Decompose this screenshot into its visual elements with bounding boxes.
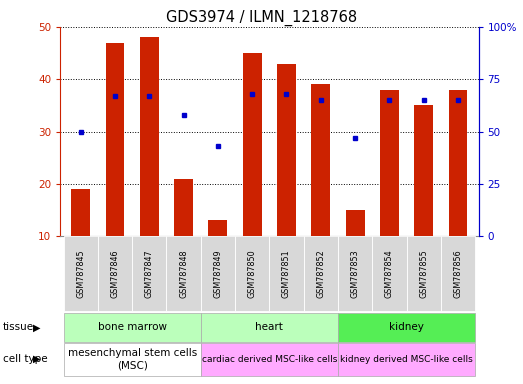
Bar [71, 189, 90, 236]
Bar [346, 210, 365, 236]
Bar [140, 37, 159, 236]
Bar [449, 90, 468, 236]
Text: GSM787853: GSM787853 [350, 249, 360, 298]
Text: cell type: cell type [3, 354, 47, 364]
Bar [243, 53, 262, 236]
Text: GSM787850: GSM787850 [248, 249, 257, 298]
Text: GSM787852: GSM787852 [316, 249, 325, 298]
Text: kidney derived MSC-like cells: kidney derived MSC-like cells [340, 355, 473, 364]
Text: GSM787845: GSM787845 [76, 249, 85, 298]
Text: tissue: tissue [3, 322, 34, 333]
Text: bone marrow: bone marrow [98, 322, 167, 333]
Text: GSM787855: GSM787855 [419, 249, 428, 298]
Text: GDS3974 / ILMN_1218768: GDS3974 / ILMN_1218768 [166, 10, 357, 26]
Text: GSM787846: GSM787846 [110, 249, 120, 298]
Bar [209, 220, 228, 236]
Text: ▶: ▶ [33, 354, 40, 364]
Text: GSM787849: GSM787849 [213, 249, 222, 298]
Bar [106, 43, 124, 236]
Text: kidney: kidney [389, 322, 424, 333]
Text: GSM787854: GSM787854 [385, 249, 394, 298]
Text: GSM787851: GSM787851 [282, 249, 291, 298]
Bar [414, 105, 433, 236]
Text: heart: heart [255, 322, 283, 333]
Bar [311, 84, 330, 236]
Bar [380, 90, 399, 236]
Bar [174, 179, 193, 236]
Text: mesenchymal stem cells
(MSC): mesenchymal stem cells (MSC) [67, 348, 197, 370]
Text: GSM787848: GSM787848 [179, 249, 188, 298]
Text: ▶: ▶ [33, 322, 40, 333]
Text: GSM787847: GSM787847 [145, 249, 154, 298]
Text: cardiac derived MSC-like cells: cardiac derived MSC-like cells [202, 355, 337, 364]
Text: GSM787856: GSM787856 [453, 249, 462, 298]
Bar [277, 63, 296, 236]
